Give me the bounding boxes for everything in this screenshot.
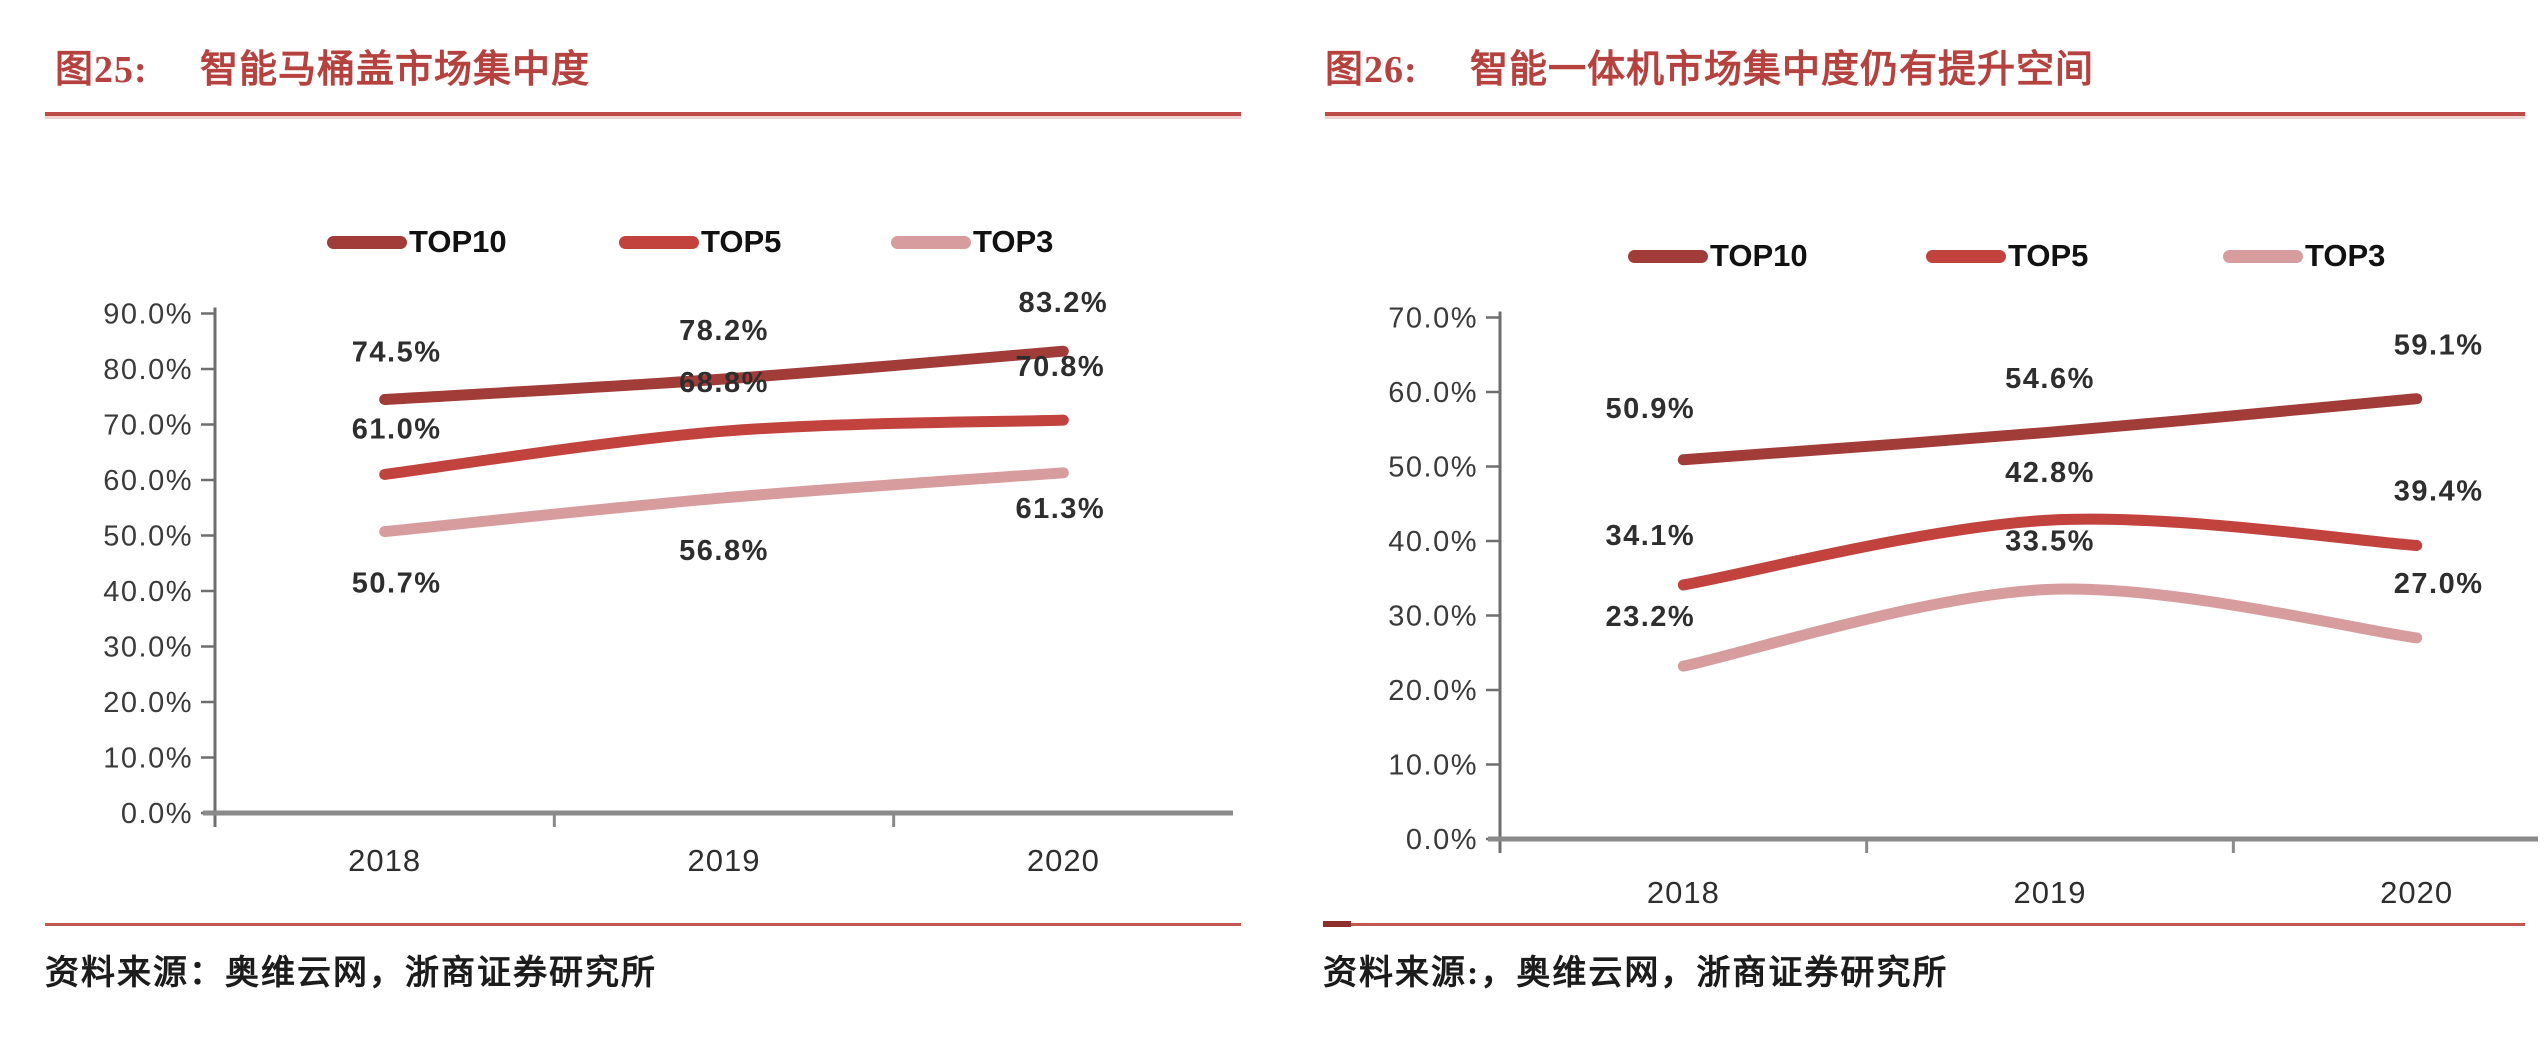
- legend-swatch-top3: [891, 235, 971, 249]
- data-label-top5: 61.0%: [352, 413, 442, 445]
- legend-item-top3: TOP3: [2223, 238, 2385, 274]
- y-tick-label: 40.0%: [1388, 526, 1478, 558]
- legend-swatch-top5: [619, 235, 699, 249]
- figure-26-title-rule: [1325, 112, 2525, 116]
- data-label-top3: 61.3%: [1015, 493, 1105, 525]
- x-tick-label: 2018: [1647, 875, 1720, 910]
- legend-label-top5: TOP5: [701, 224, 782, 259]
- figure-25-bottom-rule: [45, 923, 1241, 926]
- legend-label-top5: TOP5: [2008, 238, 2089, 273]
- legend-label-top3: TOP3: [2305, 238, 2386, 273]
- legend-item-top10: TOP10: [327, 224, 507, 260]
- legend-item-top5: TOP5: [619, 224, 781, 260]
- series-line-top10: [1677, 393, 2423, 466]
- data-label-top5: 42.8%: [2005, 457, 2095, 489]
- data-label-top10: 74.5%: [352, 337, 442, 369]
- figure-26-bottom-rule: [1325, 923, 2525, 926]
- data-label-top10: 78.2%: [679, 315, 769, 347]
- data-label-top10: 59.1%: [2394, 330, 2484, 362]
- legend-item-top3: TOP3: [891, 224, 1053, 260]
- x-tick-label: 2020: [1027, 843, 1100, 878]
- y-tick-label: 50.0%: [1388, 452, 1478, 484]
- data-label-top10: 54.6%: [2005, 363, 2095, 395]
- legend-item-top10: TOP10: [1628, 238, 1808, 274]
- legend-swatch-top10: [1628, 249, 1708, 263]
- y-tick-label: 30.0%: [1388, 601, 1478, 633]
- y-tick-label: 50.0%: [103, 521, 193, 553]
- y-tick-label: 60.0%: [103, 465, 193, 497]
- figure-25-title-rule: [45, 112, 1241, 116]
- figure-26-number: 图26:: [1325, 49, 1418, 91]
- y-tick-label: 20.0%: [1388, 675, 1478, 707]
- series-line-top3: [379, 467, 1069, 538]
- data-label-top5: 68.8%: [679, 367, 769, 399]
- series-line-top10: [379, 345, 1069, 406]
- y-tick-label: 90.0%: [103, 299, 193, 331]
- data-label-top5: 39.4%: [2394, 475, 2484, 507]
- data-label-top3: 50.7%: [352, 568, 442, 600]
- x-tick-label: 2018: [348, 843, 421, 878]
- legend-swatch-top10: [327, 235, 407, 249]
- series-line-top3: [1677, 583, 2423, 672]
- y-tick-label: 0.0%: [1406, 824, 1478, 856]
- legend-label-top10: TOP10: [409, 224, 507, 259]
- data-label-top3: 56.8%: [679, 535, 769, 567]
- data-label-top10: 83.2%: [1018, 287, 1108, 319]
- figure-25-number: 图25:: [55, 49, 148, 91]
- y-tick-label: 20.0%: [103, 687, 193, 719]
- y-tick-label: 10.0%: [1388, 750, 1478, 782]
- data-label-top3: 23.2%: [1605, 601, 1695, 633]
- x-tick-label: 2019: [2014, 875, 2087, 910]
- figure-26-title: 智能一体机市场集中度仍有提升空间: [1470, 49, 2095, 91]
- y-tick-label: 40.0%: [103, 576, 193, 608]
- data-label-top5: 34.1%: [1605, 520, 1695, 552]
- y-tick-label: 70.0%: [1388, 303, 1478, 335]
- y-tick-label: 10.0%: [103, 743, 193, 775]
- figure-26-bottom-rule-dash: [1323, 921, 1351, 927]
- x-tick-label: 2019: [688, 843, 761, 878]
- data-label-top3: 27.0%: [2394, 568, 2484, 600]
- figure-25-source: 资料来源：奥维云网，浙商证券研究所: [45, 955, 657, 992]
- figure-26-source: 资料来源:，奥维云网，浙商证券研究所: [1323, 955, 1949, 992]
- data-label-top5: 70.8%: [1015, 351, 1105, 383]
- legend-item-top5: TOP5: [1926, 238, 2088, 274]
- legend-swatch-top5: [1926, 249, 2006, 263]
- y-tick-label: 70.0%: [103, 410, 193, 442]
- data-label-top10: 50.9%: [1605, 393, 1695, 425]
- legend-swatch-top3: [2223, 249, 2303, 263]
- series-line-top5: [379, 414, 1069, 480]
- y-tick-label: 80.0%: [103, 354, 193, 386]
- y-tick-label: 0.0%: [121, 798, 193, 830]
- data-label-top3: 33.5%: [2005, 525, 2095, 557]
- series-line-top5: [1677, 513, 2423, 591]
- y-tick-label: 30.0%: [103, 632, 193, 664]
- figure-25-title: 智能马桶盖市场集中度: [200, 49, 591, 91]
- x-tick-label: 2020: [2380, 875, 2453, 910]
- legend-label-top10: TOP10: [1710, 238, 1808, 273]
- y-tick-label: 60.0%: [1388, 377, 1478, 409]
- legend-label-top3: TOP3: [973, 224, 1054, 259]
